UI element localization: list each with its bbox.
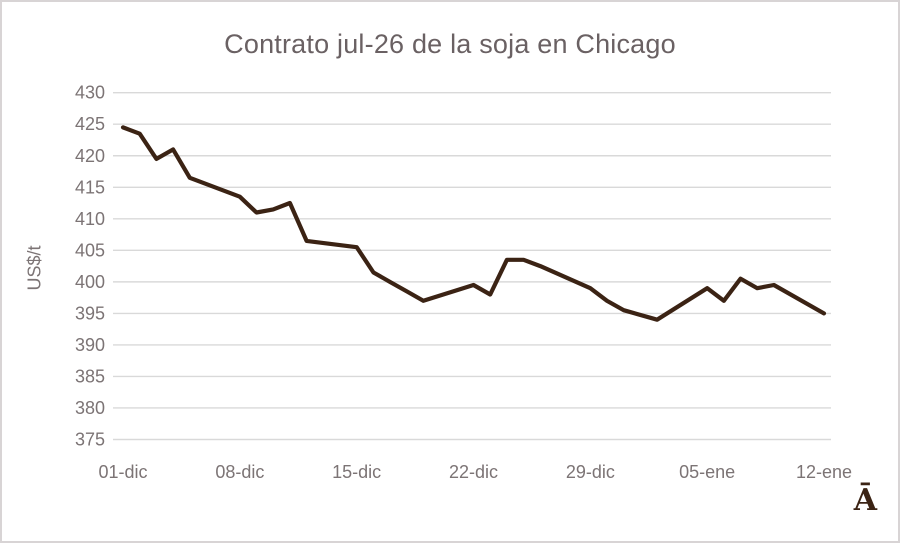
y-tick-label: 380	[75, 398, 105, 418]
y-tick-label: 400	[75, 272, 105, 292]
y-tick-label: 420	[75, 146, 105, 166]
x-tick-label: 29-dic	[566, 462, 615, 482]
y-tick-label: 390	[75, 335, 105, 355]
x-tick-label: 12-ene	[796, 462, 852, 482]
x-tick-label: 01-dic	[98, 462, 147, 482]
y-tick-label: 430	[75, 83, 105, 103]
x-tick-label: 15-dic	[332, 462, 381, 482]
price-line	[120, 125, 827, 322]
x-tick-label: 05-ene	[679, 462, 735, 482]
encoding-artifact-glyph: Ā	[853, 483, 877, 518]
y-tick-label: 405	[75, 240, 105, 260]
y-tick-label: 375	[75, 430, 105, 450]
y-tick-label: 425	[75, 114, 105, 134]
y-tick-label: 415	[75, 177, 105, 197]
x-tick-label: 22-dic	[449, 462, 498, 482]
y-tick-label: 385	[75, 366, 105, 386]
chart-title: Contrato jul-26 de la soja en Chicago	[224, 29, 676, 59]
y-tick-label: 410	[75, 209, 105, 229]
y-tick-label: 395	[75, 303, 105, 323]
x-tick-label: 08-dic	[215, 462, 264, 482]
